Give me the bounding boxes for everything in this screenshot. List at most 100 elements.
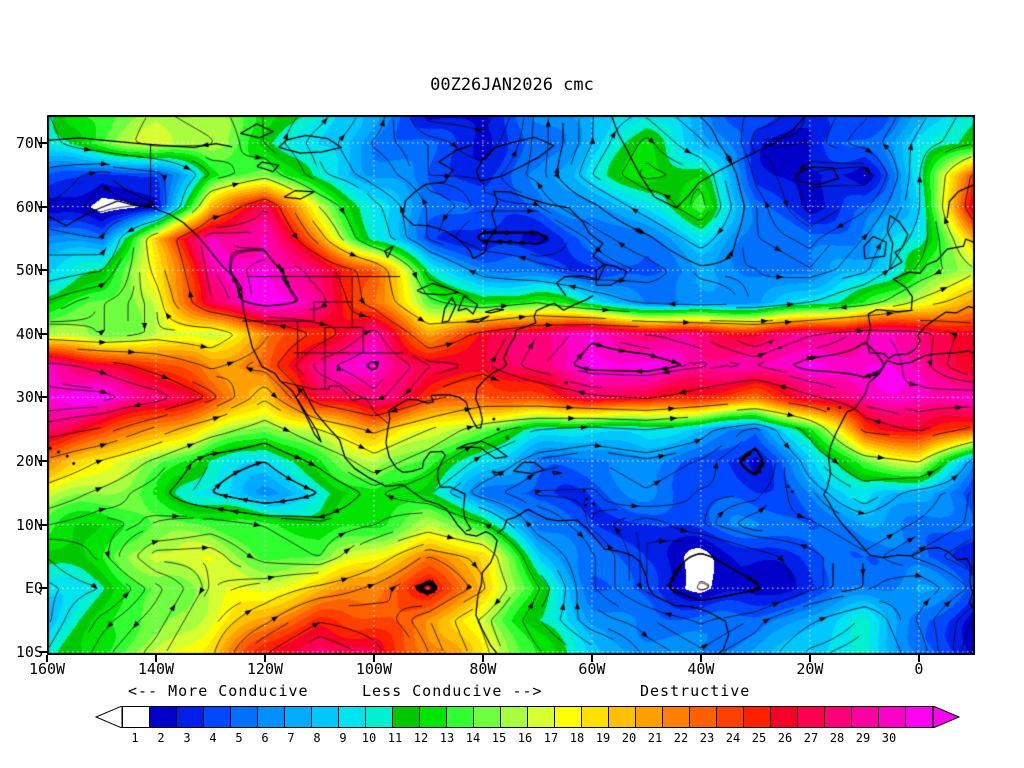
x-axis-tick — [372, 655, 375, 662]
colorbar-number-labels: 1 2 3 4 5 6 7 8 9 10 11 12 13 14 15 16 17 18 19 20 21 22 23 24 2… — [122, 731, 902, 745]
colorbar-left-arrow — [95, 706, 122, 728]
colorbar-cell-6 — [258, 706, 285, 728]
colorbar-cell-15 — [501, 706, 528, 728]
y-axis-tick-label: EQ — [24, 579, 43, 598]
conduciveness-legend: <-- More Conducive Less Conducive --> De… — [0, 682, 1024, 702]
colorbar-cell-22 — [690, 706, 717, 728]
colorbar-cell-13 — [447, 706, 474, 728]
colorbar-number: 8 — [313, 731, 321, 745]
x-axis-tick — [154, 655, 157, 662]
x-axis-tick — [263, 655, 266, 662]
colorbar — [95, 706, 960, 728]
y-axis-tick — [39, 205, 47, 208]
colorbar-number: 5 — [235, 731, 243, 745]
colorbar-number: 15 — [491, 731, 507, 745]
map-area: 70N 60N 50N 40N 30N 20N 10N EQ 10S 160W 140W 120W 1… — [16, 115, 975, 678]
x-axis-tick-label: 80W — [469, 660, 497, 678]
colorbar-number: 30 — [881, 731, 897, 745]
x-axis-tick-label: 160W — [28, 660, 66, 678]
colorbar-number: 2 — [157, 731, 165, 745]
colorbar-cell-1 — [122, 706, 150, 728]
colorbar-number: 24 — [725, 731, 741, 745]
y-axis-tick — [39, 460, 47, 462]
colorbar-cell-28 — [852, 706, 879, 728]
x-axis-tick-label: 20W — [796, 660, 824, 678]
x-axis-tick — [46, 655, 48, 662]
y-axis-tick-label: 40N — [15, 324, 43, 343]
colorbar-number: 17 — [543, 731, 559, 745]
colorbar-number: 10 — [361, 731, 377, 745]
colorbar-cell-8 — [312, 706, 339, 728]
y-axis-tick-label: 70N — [15, 133, 43, 152]
legend-destructive: Destructive — [640, 682, 751, 700]
colorbar-number: 3 — [183, 731, 191, 745]
colorbar-cell-5 — [231, 706, 258, 728]
y-axis-tick — [39, 141, 47, 144]
colorbar-number: 20 — [621, 731, 637, 745]
x-axis-tick — [590, 655, 593, 662]
x-axis-tick-label: 120W — [246, 660, 284, 678]
legend-more-conducive: <-- More Conducive — [128, 682, 309, 700]
colorbar-cell-7 — [285, 706, 312, 728]
x-axis-tick-label: 40W — [687, 660, 715, 678]
colorbar-number: 9 — [339, 731, 347, 745]
x-axis-tick-label: 100W — [355, 660, 392, 678]
colorbar-cell-19 — [609, 706, 636, 728]
x-axis-tick — [699, 655, 702, 662]
y-axis-tick-label: 10N — [15, 515, 43, 534]
colorbar-cell-9 — [339, 706, 366, 728]
x-axis-tick — [917, 655, 920, 662]
colorbar-cell-10 — [366, 706, 393, 728]
colorbar-cell-29 — [879, 706, 906, 728]
y-axis-tick — [39, 269, 47, 272]
colorbar-number: 7 — [287, 731, 295, 745]
colorbar-cell-17 — [555, 706, 582, 728]
shear-map-canvas — [47, 115, 975, 655]
colorbar-cell-4 — [204, 706, 231, 728]
colorbar-number: 26 — [777, 731, 793, 745]
colorbar-number: 22 — [673, 731, 689, 745]
colorbar-cell-14 — [474, 706, 501, 728]
colorbar-number: 13 — [439, 731, 455, 745]
y-axis-tick-label: 10S — [15, 642, 43, 661]
y-axis-tick — [39, 523, 47, 526]
colorbar-cell-23 — [717, 706, 744, 728]
colorbar-number: 21 — [647, 731, 663, 745]
y-axis-tick — [39, 332, 47, 335]
colorbar-cell-16 — [528, 706, 555, 728]
colorbar-cell-26 — [798, 706, 825, 728]
colorbar-number: 27 — [803, 731, 819, 745]
y-axis-tick — [39, 650, 47, 653]
colorbar-cell-20 — [636, 706, 663, 728]
colorbar-cell-18 — [582, 706, 609, 728]
title-line-1: 00Z26JAN2026 cmc — [430, 75, 594, 95]
colorbar-number: 23 — [699, 731, 715, 745]
y-axis-tick-label: 30N — [15, 388, 43, 407]
y-axis-tick-label: 20N — [15, 452, 43, 470]
colorbar-number: 28 — [829, 731, 845, 745]
colorbar-number: 18 — [569, 731, 585, 745]
colorbar-right-arrow — [933, 706, 960, 728]
colorbar-cell-11 — [393, 706, 420, 728]
colorbar-cell-2 — [150, 706, 177, 728]
colorbar-number: 12 — [413, 731, 429, 745]
colorbar-cell-25 — [771, 706, 798, 728]
x-axis-tick-label: 60W — [578, 660, 606, 678]
colorbar-cell-27 — [825, 706, 852, 728]
y-axis-tick-label: 60N — [15, 197, 43, 216]
colorbar-number: 11 — [387, 731, 403, 745]
colorbar-number: 4 — [209, 731, 217, 745]
x-axis-tick-label: 0 — [914, 660, 924, 678]
y-axis-tick — [39, 587, 47, 590]
y-axis-tick-label: 50N — [15, 261, 43, 280]
colorbar-number: 14 — [465, 731, 481, 745]
colorbar-cell-24 — [744, 706, 771, 728]
colorbar-cell-12 — [420, 706, 447, 728]
colorbar-number: 29 — [855, 731, 871, 745]
x-axis-tick-label: 140W — [137, 660, 175, 678]
x-axis-tick — [481, 655, 484, 662]
colorbar-number: 19 — [595, 731, 611, 745]
colorbar-cell-3 — [177, 706, 204, 728]
colorbar-number: 16 — [517, 731, 533, 745]
